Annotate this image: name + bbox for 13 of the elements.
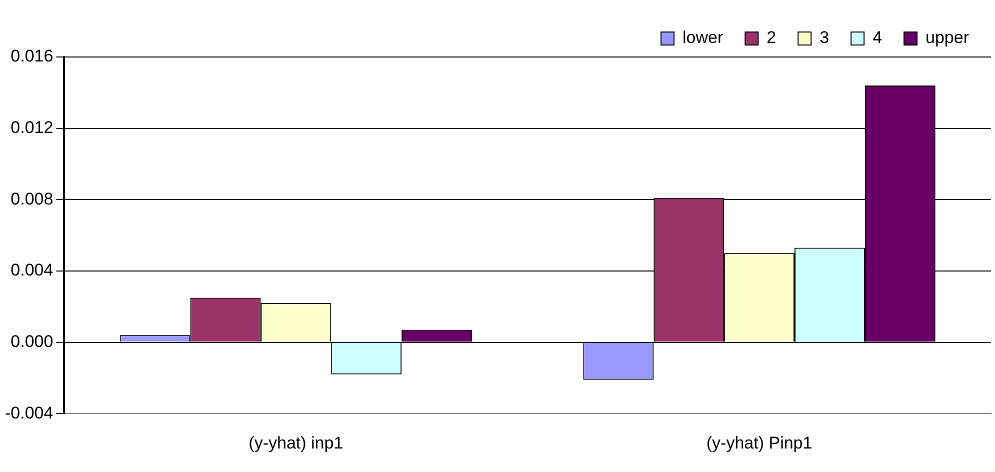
legend-label: lower <box>682 28 724 48</box>
legend-label: upper <box>926 28 970 48</box>
x-tick-label: (y-yhat) Pinp1 <box>706 433 812 452</box>
legend-label: 4 <box>872 28 882 48</box>
y-tick-label: 0.016 <box>10 46 54 66</box>
y-tick-label: 0.000 <box>10 332 54 351</box>
y-tick-label: -0.004 <box>5 403 54 422</box>
y-tick-label: 0.012 <box>10 118 54 138</box>
x-tick-label: (y-yhat) inp1 <box>248 433 344 452</box>
y-tick-label: 0.004 <box>10 260 54 280</box>
legend-label: 3 <box>820 28 830 48</box>
y-tick-label: 0.008 <box>10 189 54 208</box>
legend-label: 2 <box>766 28 776 48</box>
